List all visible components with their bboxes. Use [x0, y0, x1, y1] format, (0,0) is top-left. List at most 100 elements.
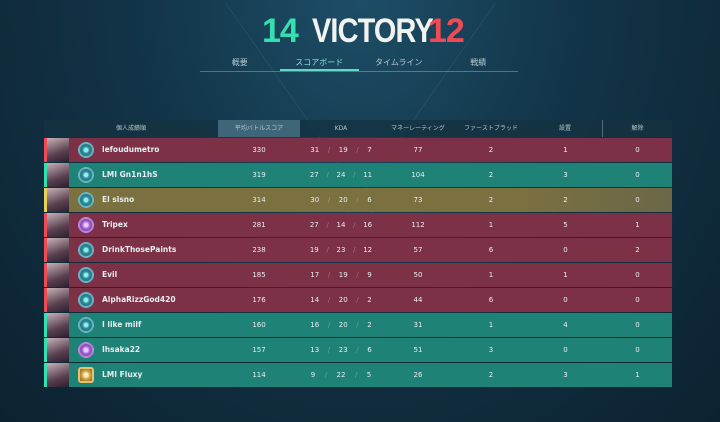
deaths: 23 [338, 346, 348, 354]
table-row[interactable]: I like milf 160 16 / 20 / 2 31 1 4 0 [44, 313, 672, 337]
econ-value: 73 [413, 196, 423, 204]
table-row[interactable]: El sisno 314 30 / 20 / 6 73 2 2 0 [44, 188, 672, 212]
separator: / [356, 271, 359, 279]
separator: / [327, 271, 331, 279]
separator: / [327, 346, 331, 354]
table-row[interactable]: LMI Fluxy 114 9 / 22 / 5 26 2 3 1 [44, 363, 672, 387]
tab-bar: 概要 スコアボード タイムライン 戦績 [200, 55, 518, 72]
player-cell: DrinkThosePaints [44, 238, 218, 262]
first-blood-value: 6 [488, 296, 494, 304]
acs-value: 330 [252, 146, 266, 154]
header-kda[interactable]: KDA [334, 125, 348, 132]
table-row[interactable]: Ihsaka22 157 13 / 23 / 6 51 3 0 0 [44, 338, 672, 362]
player-name[interactable]: AlphaRizzGod420 [102, 295, 176, 304]
first-blood-value: 1 [488, 271, 494, 279]
kills: 19 [309, 246, 319, 254]
player-name[interactable]: I like milf [102, 320, 142, 329]
player-name[interactable]: LMI Gn1n1hS [102, 170, 158, 179]
team-indicator [44, 363, 47, 387]
player-cell: LMI Gn1n1hS [44, 163, 218, 187]
header-player[interactable]: 個人成績順 [115, 125, 146, 132]
scoreboard-table: 個人成績順 平均バトルスコア KDA マネーレーティング ファーストブラッド 設… [44, 120, 672, 387]
separator: / [353, 246, 356, 254]
kills: 9 [310, 371, 316, 379]
defuses-value: 0 [635, 296, 640, 304]
first-blood-value: 2 [488, 146, 494, 154]
player-name[interactable]: Ihsaka22 [102, 345, 141, 354]
plants-value: 3 [563, 371, 568, 379]
deaths: 14 [336, 221, 346, 229]
table-row[interactable]: Tripex 281 27 / 14 / 16 112 1 5 1 [44, 213, 672, 237]
kda-value: 13 / 23 / 6 [300, 338, 382, 362]
header-econ[interactable]: マネーレーティング [391, 125, 445, 132]
defuses-value: 0 [635, 146, 640, 154]
deaths: 20 [338, 296, 348, 304]
first-blood-value: 1 [488, 321, 494, 329]
tab-scoreboard[interactable]: スコアボード [279, 55, 359, 71]
plants-value: 0 [563, 296, 568, 304]
kills: 17 [310, 271, 320, 279]
kills: 31 [310, 146, 320, 154]
defuses-value: 0 [635, 321, 640, 329]
kda-value: 27 / 14 / 16 [300, 213, 382, 237]
defuses-value: 0 [635, 196, 640, 204]
tab-summary[interactable]: 概要 [231, 58, 248, 67]
plants-value: 2 [563, 196, 568, 204]
defuses-value: 0 [635, 171, 640, 179]
header-first-blood[interactable]: ファーストブラッド [464, 125, 518, 132]
tab-performance[interactable]: 戦績 [470, 58, 487, 67]
header-defuses[interactable]: 解除 [631, 125, 644, 132]
team-indicator [44, 138, 47, 162]
acs-value: 185 [252, 271, 266, 279]
first-blood-value: 1 [488, 221, 494, 229]
first-blood-value: 2 [488, 196, 494, 204]
separator: / [354, 371, 358, 379]
econ-value: 50 [413, 271, 423, 279]
player-cell: I like milf [44, 313, 218, 337]
deaths: 20 [338, 321, 348, 329]
player-name[interactable]: Evil [102, 270, 118, 279]
header-plants[interactable]: 設置 [528, 120, 603, 137]
separator: / [326, 246, 329, 254]
agent-portrait-icon [47, 163, 69, 187]
agent-portrait-icon [47, 313, 69, 337]
player-name[interactable]: El sisno [102, 195, 135, 204]
table-row[interactable]: DrinkThosePaints 238 19 / 23 / 12 57 6 0 2 [44, 238, 672, 262]
team-indicator [44, 213, 47, 237]
table-row[interactable]: LMI Gn1n1hS 319 27 / 24 / 11 104 2 3 0 [44, 163, 672, 187]
defuses-value: 0 [635, 346, 640, 354]
header-acs[interactable]: 平均バトルスコア [218, 120, 300, 137]
player-name[interactable]: DrinkThosePaints [102, 245, 177, 254]
plants-value: 1 [563, 146, 568, 154]
separator: / [356, 321, 359, 329]
agent-portrait-icon [47, 338, 69, 362]
player-name[interactable]: Tripex [102, 220, 128, 229]
table-row[interactable]: Evil 185 17 / 19 / 9 50 1 1 0 [44, 263, 672, 287]
player-name[interactable]: LMI Fluxy [102, 370, 143, 379]
table-row[interactable]: AlphaRizzGod420 176 14 / 20 / 2 44 6 0 0 [44, 288, 672, 312]
separator: / [324, 371, 328, 379]
agent-portrait-icon [47, 188, 69, 212]
kda-value: 30 / 20 / 6 [300, 188, 382, 212]
acs-value: 319 [252, 171, 266, 179]
econ-value: 104 [411, 171, 425, 179]
table-header: 個人成績順 平均バトルスコア KDA マネーレーティング ファーストブラッド 設… [44, 120, 672, 137]
player-cell: AlphaRizzGod420 [44, 288, 218, 312]
kda-value: 14 / 20 / 2 [300, 288, 382, 312]
kills: 30 [310, 196, 320, 204]
agent-portrait-icon [47, 138, 69, 162]
first-blood-value: 3 [488, 346, 494, 354]
separator: / [327, 321, 331, 329]
player-cell: LMI Fluxy [44, 363, 218, 387]
kills: 14 [310, 296, 320, 304]
rank-icon [78, 142, 94, 158]
assists: 6 [367, 346, 372, 354]
assists: 9 [367, 271, 372, 279]
tab-timeline[interactable]: タイムライン [375, 58, 423, 67]
separator: / [326, 221, 329, 229]
kills: 27 [309, 221, 319, 229]
kda-value: 17 / 19 / 9 [300, 263, 382, 287]
acs-value: 314 [252, 196, 266, 204]
table-row[interactable]: lefoudumetro 330 31 / 19 / 7 77 2 1 0 [44, 138, 672, 162]
player-name[interactable]: lefoudumetro [102, 145, 160, 154]
